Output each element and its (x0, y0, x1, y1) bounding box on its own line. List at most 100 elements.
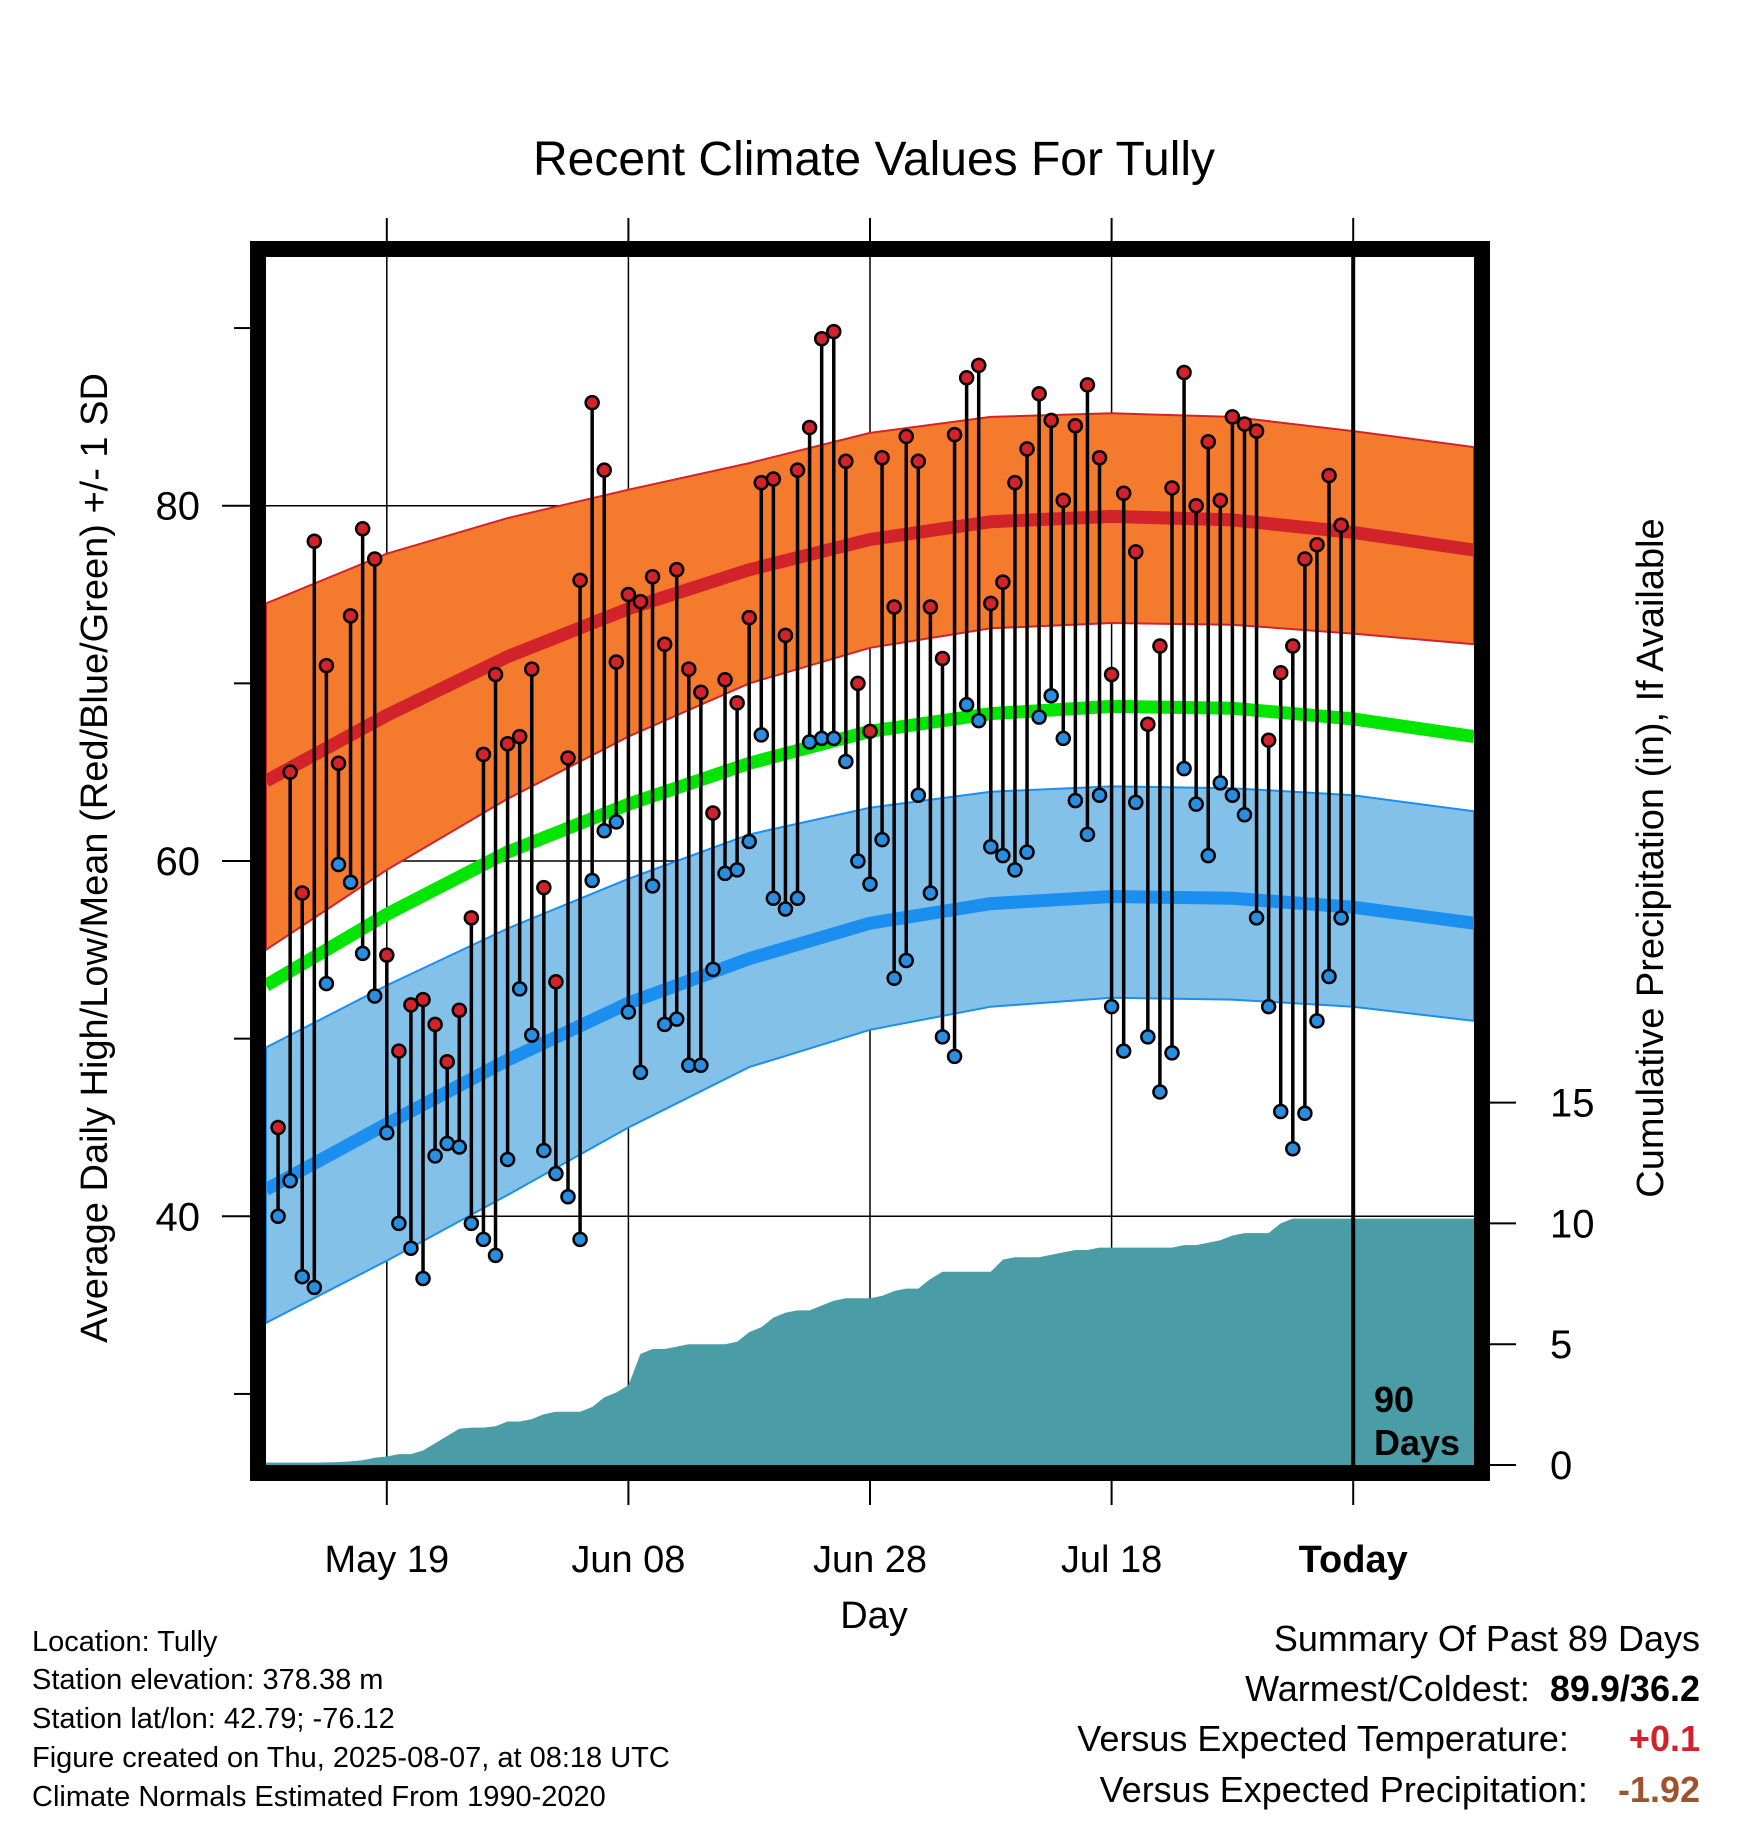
high-point (729, 695, 745, 711)
low-point (934, 1029, 951, 1045)
low-point (983, 839, 999, 855)
low-point (427, 1148, 443, 1164)
low-normal-line (266, 889, 1474, 1196)
high-point (487, 666, 504, 683)
info-created: Figure created on Thu, 2025-08-07, at 08… (32, 1742, 670, 1774)
low-point (1200, 847, 1216, 864)
info-normals: Climate Normals Estimated From 1990-2020 (32, 1781, 606, 1813)
low-point (1140, 1029, 1156, 1045)
high-point (596, 462, 612, 478)
chart-title: Recent Climate Values For Tully (533, 133, 1215, 186)
high-point (282, 764, 298, 780)
high-point (1128, 544, 1144, 560)
low-point (487, 1247, 504, 1264)
high-point (995, 574, 1011, 590)
precip-label: Versus Expected Precipitation: (1099, 1769, 1588, 1810)
low-point (729, 862, 745, 878)
high-point (536, 879, 552, 896)
low-point (705, 961, 721, 978)
y2-tick-label: 0 (1550, 1444, 1572, 1488)
high-point (765, 471, 782, 487)
axes: May 19 Jun 08 Jun 28 Jul 18 Today 40 60 80 0 5 10 1… (156, 218, 1595, 1581)
low-point (270, 1208, 286, 1225)
high-point (524, 661, 540, 677)
high-point (1007, 474, 1023, 491)
low-point (970, 712, 987, 729)
low-point (862, 876, 878, 892)
low-point (306, 1279, 323, 1296)
low-point (1309, 1013, 1325, 1029)
high-point (354, 521, 371, 537)
high-point (1321, 467, 1337, 484)
low-point (391, 1215, 407, 1232)
high-point (608, 654, 625, 670)
low-point (524, 1027, 540, 1043)
high-point (548, 974, 564, 990)
summary-warmest-coldest: Warmest/Coldest: 89.9/36.2 (1245, 1668, 1700, 1710)
high-point (656, 636, 673, 653)
y2-tick-label: 15 (1550, 1082, 1595, 1126)
high-point (838, 453, 854, 470)
high-point (1152, 638, 1168, 654)
low-point (1188, 796, 1204, 812)
low-point (1007, 862, 1023, 878)
low-point (342, 874, 359, 891)
y-tick-label: 80 (156, 485, 201, 529)
high-point (379, 947, 395, 963)
low-point (898, 952, 914, 969)
high-point (874, 449, 890, 466)
high-point (910, 453, 927, 470)
low-point (874, 831, 890, 848)
high-point (1067, 418, 1084, 434)
high-point (306, 533, 323, 549)
low-point (511, 981, 528, 997)
low-point (318, 975, 335, 992)
low-point (789, 890, 806, 907)
low-point (475, 1231, 492, 1248)
high-point (475, 746, 492, 763)
high-point (862, 723, 878, 740)
high-point (826, 323, 842, 340)
high-point (886, 599, 902, 615)
low-point (644, 878, 661, 894)
temp-label: Versus Expected Temperature: (1077, 1718, 1569, 1759)
high-point (1055, 492, 1072, 509)
low-point (403, 1240, 419, 1257)
high-point (330, 755, 347, 772)
low-point (1103, 998, 1120, 1015)
high-point (463, 910, 480, 926)
high-point (1043, 412, 1059, 429)
high-point (741, 609, 757, 626)
low-point (1152, 1084, 1168, 1100)
high-point (1140, 716, 1156, 732)
low-point (753, 727, 770, 743)
high-point (1079, 377, 1096, 393)
low-point (765, 890, 782, 907)
high-point (451, 1002, 468, 1018)
today-label-line2: Days (1374, 1422, 1460, 1463)
high-point (342, 608, 359, 624)
precip-area (266, 1218, 1474, 1465)
low-point (777, 901, 794, 917)
y2-tick-label: 10 (1550, 1202, 1595, 1246)
high-point (693, 684, 709, 700)
high-point (850, 675, 866, 692)
summary-precip: Versus Expected Precipitation: -1.92 (1100, 1769, 1700, 1811)
high-point (511, 728, 528, 745)
high-point (1019, 441, 1035, 457)
high-point (717, 672, 733, 688)
high-point (922, 599, 939, 615)
summary-title: Summary Of Past 89 Days (1273, 1618, 1700, 1659)
low-point (741, 833, 757, 850)
high-point (970, 357, 987, 374)
low-point (1236, 807, 1253, 823)
high-point (1176, 364, 1192, 381)
low-point (1019, 844, 1035, 860)
low-point (608, 814, 625, 830)
low-point (668, 1011, 685, 1027)
high-point (1115, 485, 1132, 502)
high-point (427, 1016, 443, 1033)
high-point (318, 657, 335, 674)
precip-value: -1.92 (1617, 1769, 1700, 1810)
high-point (584, 394, 600, 411)
